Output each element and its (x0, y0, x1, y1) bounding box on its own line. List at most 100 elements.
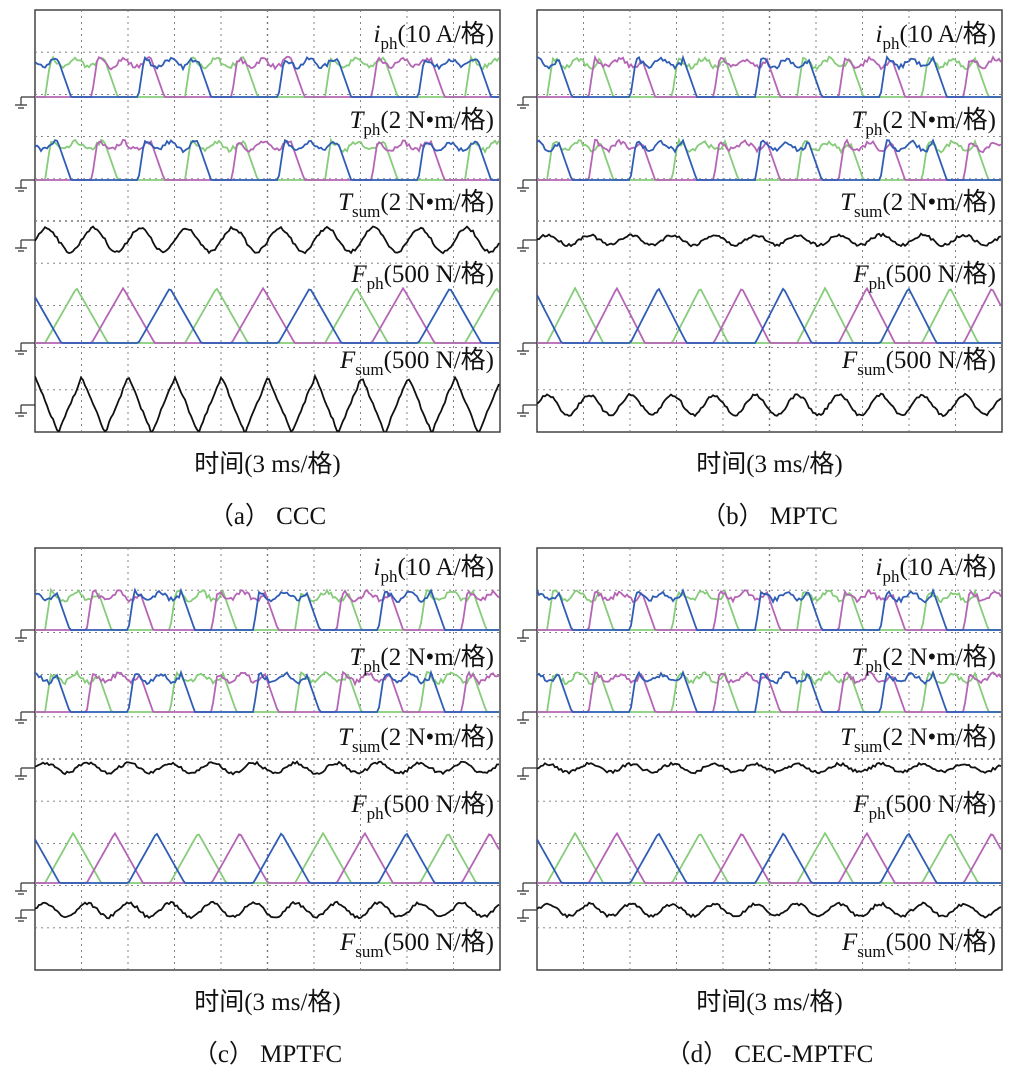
channel-label: iph(10 A/格) (876, 553, 996, 586)
channel-subscript: sum (854, 737, 882, 756)
x-axis-label: 时间(3 ms/格) (696, 988, 843, 1016)
channel-subscript: ph (367, 804, 385, 823)
channel-symbol: F (841, 347, 858, 374)
channel-label: Tsum(2 N•m/格) (840, 188, 996, 221)
channel-unit: (10 A/格) (899, 553, 996, 581)
channel-subscript: ph (869, 274, 887, 293)
ground-marker (15, 909, 35, 922)
channel-unit: (2 N•m/格) (380, 188, 494, 216)
channel-label: Tph(2 N•m/格) (349, 643, 494, 676)
phase-waveform (35, 670, 500, 713)
phase-waveform (537, 669, 1001, 713)
channel-symbol: T (851, 107, 867, 134)
channel-unit: (2 N•m/格) (882, 643, 996, 671)
scope-panel: iph(10 A/格)Tph(2 N•m/格)Tsum(2 N•m/格)Fph(… (517, 9, 1003, 530)
channel-subscript: ph (869, 804, 887, 823)
channel-unit: (500 N/格) (384, 346, 494, 374)
ground-marker (15, 404, 35, 417)
sum-waveform (537, 761, 1002, 775)
channel-label: Tsum(2 N•m/格) (338, 188, 494, 221)
ground-marker (517, 629, 537, 642)
channel-unit: (2 N•m/格) (380, 723, 494, 751)
phase-waveform (537, 138, 1001, 181)
channel-label: Fph(500 N/格) (852, 790, 996, 823)
channel-subscript: ph (380, 567, 398, 586)
channel-unit: (500 N/格) (384, 928, 494, 956)
panel-caption: （c） MPTFC (193, 1040, 342, 1068)
scope-panel: iph(10 A/格) Tph (2 N•m/格)Tsum(2 N•m/格) Fph(… (15, 9, 501, 530)
sum-waveform (35, 373, 500, 432)
sum-waveform (35, 225, 500, 255)
phase-waveform (35, 832, 499, 884)
phase-waveform (35, 831, 500, 884)
channel-unit: (10 A/格) (397, 20, 494, 48)
phase-waveform (35, 138, 499, 181)
x-axis-label: 时间(3 ms/格) (696, 450, 843, 478)
channel-unit: (2 N•m/格) (380, 643, 494, 671)
channel-subscript: ph (865, 120, 883, 139)
phase-waveform (35, 288, 499, 344)
channel-subscript: sum (352, 737, 380, 756)
ground-marker (517, 239, 537, 252)
phase-waveform (35, 587, 499, 631)
ground-marker (15, 767, 35, 780)
channel-subscript: ph (882, 567, 900, 586)
ground-marker (517, 767, 537, 780)
channel-symbol: T (840, 724, 856, 751)
ground-marker (517, 342, 537, 355)
channel-label: Tsum(2 N•m/格) (338, 723, 494, 756)
channel-label: iph(10 A/格) (374, 20, 494, 53)
channel-subscript: sum (854, 202, 882, 221)
channel-label: iph(10 A/格) (876, 20, 996, 53)
channel-unit: (10 A/格) (899, 20, 996, 48)
phase-waveform (537, 54, 1001, 98)
channel-symbol: F (339, 347, 356, 374)
channel-unit: (500 N/格) (886, 260, 996, 288)
channel-subscript: ph (865, 657, 883, 676)
channel-unit: (500 N/格) (886, 346, 996, 374)
channel-unit: (10 A/格) (397, 553, 494, 581)
phase-waveform (537, 831, 1002, 884)
ground-marker (517, 179, 537, 192)
panel-caption: （b） MPTC (701, 502, 838, 530)
channel-symbol: F (350, 261, 367, 288)
channel-unit: (2 N•m/格) (882, 723, 996, 751)
phase-waveform (537, 832, 1001, 884)
channel-subscript: sum (857, 942, 885, 961)
channel-symbol: F (350, 791, 367, 818)
channel-symbol: T (851, 644, 867, 671)
panel-caption: （d） CEC-MPTFC (666, 1040, 874, 1068)
channel-symbol: T (840, 189, 856, 216)
channel-subscript: ph (363, 120, 381, 139)
channel-symbol: T (338, 724, 354, 751)
scope-panel: iph(10 A/格)Tph(2 N•m/格)Tsum(2 N•m/格)Fph(… (15, 547, 501, 1068)
phase-waveform (537, 588, 1002, 631)
channel-symbol: F (339, 929, 356, 956)
ground-marker (15, 96, 35, 109)
x-axis-label: 时间(3 ms/格) (194, 988, 341, 1016)
ground-marker (15, 179, 35, 192)
channel-label: Fsum(500 N/格) (841, 346, 996, 379)
channel-symbol: i (876, 554, 883, 581)
channel-symbol: T (349, 107, 365, 134)
channel-unit: (500 N/格) (886, 928, 996, 956)
phase-waveform (35, 55, 499, 98)
ground-marker (517, 711, 537, 724)
channel-symbol: i (374, 554, 381, 581)
channel-symbol: T (349, 644, 365, 671)
sum-waveform (537, 392, 1002, 418)
ground-marker (15, 882, 35, 895)
sum-waveform (537, 232, 1002, 248)
channel-label: Fph(500 N/格) (852, 260, 996, 293)
ground-marker (517, 96, 537, 109)
channel-symbol: i (374, 21, 381, 48)
channel-subscript: sum (352, 202, 380, 221)
channel-unit: (500 N/格) (384, 260, 494, 288)
channel-label: Fsum(500 N/格) (841, 928, 996, 961)
channel-label: Fsum(500 N/格) (339, 928, 494, 961)
channel-label: Fph(500 N/格) (350, 260, 494, 293)
channel-unit: (2 N•m/格) (882, 106, 996, 134)
scope-panel: iph(10 A/格)Tph(2 N•m/格)Tsum(2 N•m/格)Fph(… (517, 547, 1003, 1068)
